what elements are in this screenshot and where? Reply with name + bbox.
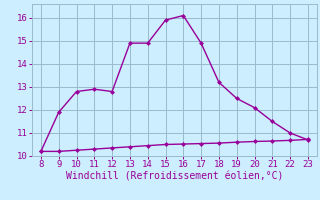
X-axis label: Windchill (Refroidissement éolien,°C): Windchill (Refroidissement éolien,°C) (66, 172, 283, 182)
